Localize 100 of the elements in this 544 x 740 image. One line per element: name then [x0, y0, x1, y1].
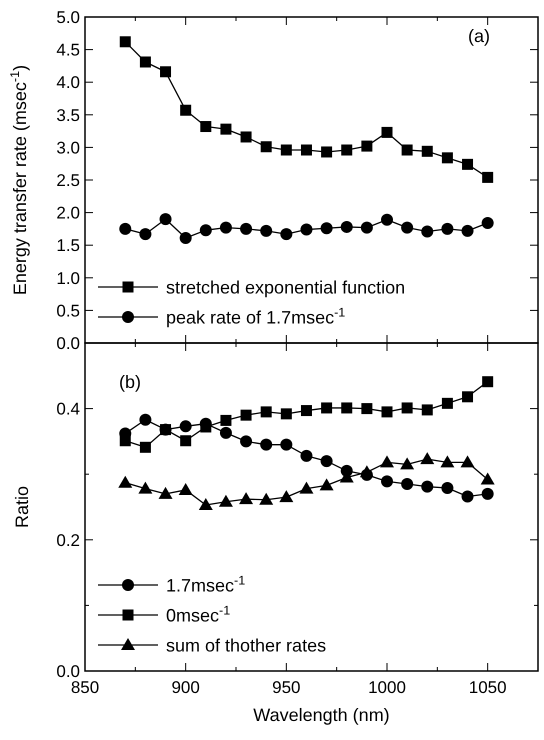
legend-label: peak rate of 1.7msec$^{-1}$	[166, 305, 346, 328]
point	[382, 126, 392, 138]
point	[279, 490, 294, 502]
point	[441, 222, 454, 235]
point	[320, 222, 333, 234]
point	[180, 104, 192, 116]
point	[120, 36, 131, 48]
legend-label: stretched exponential function	[166, 277, 406, 298]
x-tick-label: 900	[171, 678, 200, 697]
point	[280, 408, 292, 420]
point	[360, 222, 373, 234]
legend-label: sum of thother rates	[166, 635, 326, 656]
point	[482, 376, 494, 388]
point	[259, 492, 274, 505]
point	[361, 403, 372, 414]
point	[421, 226, 434, 238]
point	[180, 420, 192, 432]
point	[240, 131, 252, 142]
x-axis-title: Wavelength (nm)	[253, 705, 390, 725]
point	[381, 475, 393, 488]
x-tick-label: 1000	[368, 678, 406, 697]
point	[200, 224, 212, 236]
point	[341, 402, 352, 414]
y-tick-label: 0.2	[56, 530, 80, 550]
point	[442, 152, 453, 164]
point	[402, 402, 413, 414]
x-tick-label: 950	[272, 678, 301, 697]
point	[402, 144, 413, 156]
y-tick-label: 4.5	[56, 40, 80, 60]
point	[220, 414, 232, 426]
y-tick-label: 1.0	[56, 268, 80, 288]
point	[460, 455, 475, 468]
point	[321, 146, 332, 158]
point	[441, 482, 454, 494]
point	[482, 172, 494, 183]
annotation: (a)	[468, 26, 490, 46]
point	[440, 455, 454, 468]
point	[139, 414, 152, 426]
point	[139, 228, 152, 240]
point	[320, 478, 334, 490]
y-tick-label: 4.0	[56, 73, 80, 92]
point	[462, 490, 474, 503]
point	[422, 146, 433, 157]
point	[180, 435, 192, 446]
point	[482, 488, 494, 500]
point	[280, 438, 292, 451]
point	[360, 468, 373, 481]
point	[138, 482, 152, 494]
y-axis-title: Ratio	[12, 486, 32, 528]
point	[240, 435, 252, 448]
legend-label: 1.7msec$^{-1}$	[166, 573, 246, 596]
point	[218, 494, 233, 507]
point	[462, 391, 474, 402]
y-tick-label: 3.5	[56, 106, 80, 125]
y-tick-label: 0.4	[56, 400, 80, 419]
annotation: (b)	[119, 372, 141, 392]
point	[482, 217, 494, 230]
y-tick-label: 2.5	[56, 170, 80, 190]
point	[361, 140, 372, 152]
x-tick-label: 850	[70, 678, 100, 697]
point	[400, 457, 414, 470]
y-tick-label: 0.0	[56, 662, 80, 681]
y-tick-label: 0.5	[56, 301, 80, 320]
point	[300, 450, 312, 462]
point	[178, 482, 193, 495]
point	[158, 486, 173, 499]
point	[220, 124, 232, 135]
y-tick-label: 5.0	[56, 8, 80, 27]
point	[462, 158, 474, 170]
point	[260, 438, 272, 451]
point	[401, 478, 414, 490]
point	[420, 452, 434, 464]
y-tick-label: 2.0	[56, 204, 80, 223]
point	[421, 480, 434, 493]
point	[401, 222, 414, 234]
point	[380, 455, 394, 468]
point	[260, 141, 272, 152]
point	[160, 213, 172, 226]
point	[300, 224, 312, 236]
y-tick-label: 1.5	[56, 236, 80, 256]
point	[340, 464, 353, 477]
point	[220, 222, 232, 234]
point	[320, 455, 333, 468]
point	[300, 144, 312, 156]
y-tick-label: 3.0	[56, 138, 80, 158]
point	[260, 406, 272, 418]
point	[381, 214, 393, 226]
point	[239, 492, 254, 504]
point	[299, 482, 314, 494]
point	[480, 472, 495, 484]
point	[200, 121, 212, 132]
point	[340, 220, 353, 233]
point	[240, 410, 252, 421]
point	[422, 404, 433, 416]
point	[198, 498, 213, 510]
point	[140, 442, 151, 453]
point	[280, 228, 292, 240]
point	[140, 56, 151, 68]
point	[160, 66, 172, 78]
y-tick-label: 0.0	[56, 334, 80, 353]
